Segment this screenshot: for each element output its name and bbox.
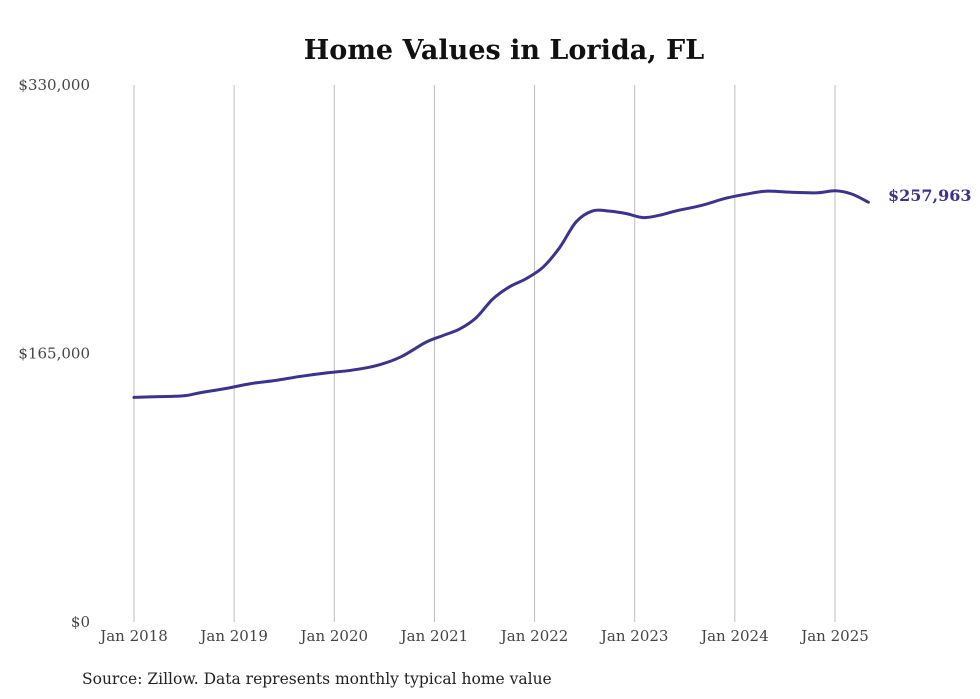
x-tick-label: Jan 2025 [799,627,869,645]
x-tick-label: Jan 2023 [599,627,669,645]
x-tick-label: Jan 2022 [499,627,569,645]
x-tick-label: Jan 2021 [399,627,469,645]
series-line [132,189,870,399]
y-tick-label: $330,000 [18,76,90,94]
x-tick-label: Jan 2020 [299,627,369,645]
x-tick-label: Jan 2024 [699,627,769,645]
y-tick-label: $165,000 [18,345,90,363]
series-line-group [132,189,870,399]
source-note: Source: Zillow. Data represents monthly … [82,670,552,688]
x-axis-ticks: Jan 2018 Jan 2019 Jan 2020 Jan 2021 Jan 2022… [98,627,869,645]
y-axis-ticks: $0 $165,000 $330,000 [18,76,90,631]
x-tick-label: Jan 2019 [198,627,268,645]
y-tick-label: $0 [71,613,90,631]
x-tick-label: Jan 2018 [98,627,168,645]
chart-title: Home Values in Lorida, FL [304,35,704,66]
x-gridlines [133,85,836,622]
end-value-label: $257,963 [888,186,972,205]
